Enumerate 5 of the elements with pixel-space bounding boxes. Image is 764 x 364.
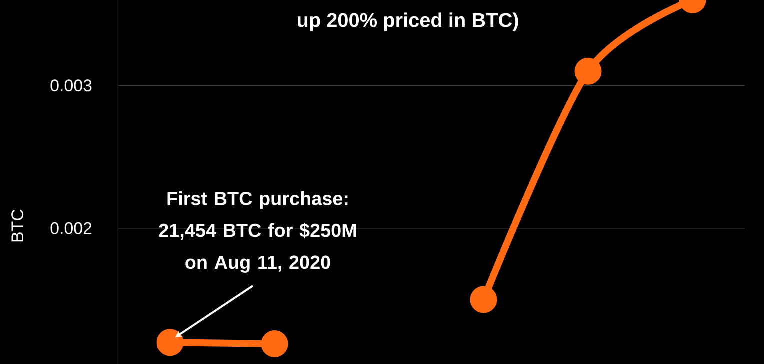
- y-tick-label: 0.003: [50, 80, 92, 92]
- y-tick-label: 0.002: [50, 222, 92, 234]
- annotation: First BTC purchase: 21,454 BTC for $250M on Aug 11, 2020: [159, 192, 356, 274]
- text: up 200% priced in BTC): [298, 12, 518, 32]
- y-axis-title: BTC: [12, 210, 24, 242]
